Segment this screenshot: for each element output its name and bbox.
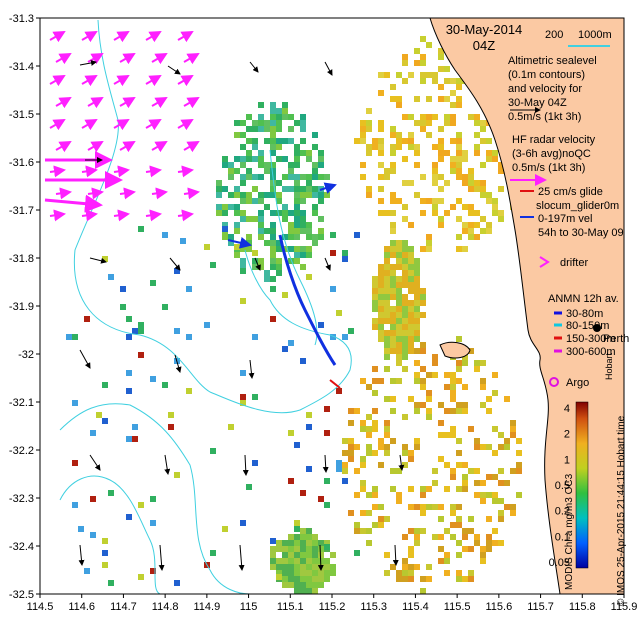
x-tick-label: 115.4 [402, 601, 429, 613]
altimetry-vectors [78, 59, 405, 571]
x-axis: 114.5 114.6 114.7 114.8 114.9 115 115.1 115.2 11… [27, 594, 638, 613]
y-tick-label: -31.5 [9, 109, 34, 121]
svg-text:150-300m: 150-300m [566, 333, 616, 345]
y-tick-label: -31.9 [9, 301, 34, 313]
svg-text:0-197m vel: 0-197m vel [538, 213, 592, 225]
colorbar-title: MODIS Chl-a mg/m3 OC3 [564, 473, 575, 590]
credit-text: © IMOS 25-Apr-2015 21:44:15 Hobart time [616, 415, 627, 606]
hobart-label: Hobart [604, 352, 614, 380]
perth-marker [593, 324, 601, 332]
colorbar-tick-label: 0.2 [555, 506, 570, 518]
svg-text:and velocity for: and velocity for [508, 83, 582, 95]
y-tick-label: -31.8 [9, 253, 34, 265]
svg-text:Altimetric sealevel: Altimetric sealevel [508, 55, 597, 67]
argo-symbol [549, 377, 559, 387]
y-tick-label: -32.2 [9, 445, 34, 457]
y-tick-label: -31.7 [9, 205, 34, 217]
depth-contours [59, 19, 352, 595]
colorbar-tick-label: 2 [564, 429, 570, 441]
x-tick-label: 115.2 [319, 601, 346, 613]
colorbar-tick-label: 1 [564, 454, 570, 466]
colorbar [575, 401, 589, 569]
x-tick-label: 114.8 [152, 601, 179, 613]
y-tick-label: -31.3 [9, 13, 34, 25]
title-date: 30-May-2014 [446, 22, 523, 37]
svg-text:0.5m/s (1kt 3h): 0.5m/s (1kt 3h) [508, 111, 581, 123]
x-tick-label: 115.8 [569, 601, 596, 613]
svg-text:(3-6h avg)noQC: (3-6h avg)noQC [512, 148, 591, 160]
y-tick-label: -32.1 [9, 397, 34, 409]
legend-argo: Argo [566, 377, 589, 389]
x-tick-label: 115.9 [611, 601, 638, 613]
x-tick-label: 115.5 [444, 601, 471, 613]
x-tick-label: 115.6 [485, 601, 512, 613]
svg-text:0.5m/s (1kt 3h): 0.5m/s (1kt 3h) [512, 162, 585, 174]
legend-glider: 25 cm/s glide slocum_glider0m 0-197m vel… [520, 186, 624, 239]
y-tick-label: -31.6 [9, 157, 34, 169]
svg-text:ANMN 12h av.: ANMN 12h av. [548, 293, 619, 305]
scale-label: 200 [545, 29, 563, 41]
svg-text:(0.1m contours): (0.1m contours) [508, 69, 585, 81]
title-time: 04Z [473, 38, 495, 53]
svg-text:30-80m: 30-80m [566, 308, 603, 320]
svg-text:54h to 30-May 09: 54h to 30-May 09 [538, 227, 624, 239]
legend-anmn: ANMN 12h av. 30-80m 80-150m 150-300m 300… [548, 293, 619, 358]
x-tick-label: 115 [240, 601, 258, 613]
perth-label: Perth [603, 333, 629, 345]
y-tick-label: -32.3 [9, 493, 34, 505]
svg-text:slocum_glider0m: slocum_glider0m [536, 200, 619, 212]
legend-hf-radar: HF radar velocity (3-6h avg)noQC 0.5m/s … [510, 134, 596, 186]
x-tick-label: 114.7 [110, 601, 137, 613]
svg-text:300-600m: 300-600m [566, 346, 616, 358]
island [439, 341, 471, 359]
chlorophyll-layer [66, 30, 528, 594]
svg-text:80-150m: 80-150m [566, 320, 609, 332]
legend-altimetric: Altimetric sealevel (0.1m contours) and … [508, 55, 597, 123]
x-tick-label: 114.5 [27, 601, 54, 613]
scale-units: 1000m [578, 29, 612, 41]
svg-text:25 cm/s glide: 25 cm/s glide [538, 186, 603, 198]
colorbar-tick-label: 0.5 [555, 480, 570, 492]
colorbar-tick-label: 0.05 [549, 557, 570, 569]
colorbar-tick-label: 0.1 [555, 531, 570, 543]
colorbar-ticks: 4 2 1 0.5 0.2 0.1 0.05 [549, 403, 570, 569]
colorbar-tick-label: 4 [564, 403, 570, 415]
x-tick-label: 114.6 [68, 601, 95, 613]
y-axis: -31.3 -31.4 -31.5 -31.6 -31.7 -31.8 -31.9 -32 -3… [9, 13, 40, 601]
x-tick-label: 114.9 [193, 601, 220, 613]
y-tick-label: -32.5 [9, 589, 34, 601]
svg-text:HF radar velocity: HF radar velocity [512, 134, 596, 146]
land-coastline [429, 17, 625, 595]
x-tick-label: 115.7 [527, 601, 554, 613]
hf-radar-vectors [44, 31, 200, 222]
x-tick-label: 115.1 [277, 601, 304, 613]
x-tick-label: 115.3 [360, 601, 387, 613]
glider-track [278, 234, 337, 366]
legend-drifter: drifter [560, 257, 588, 269]
y-tick-label: -31.4 [9, 61, 34, 73]
y-tick-label: -32.4 [9, 541, 34, 553]
y-tick-label: -32 [18, 349, 34, 361]
svg-text:30-May 04Z: 30-May 04Z [508, 97, 567, 109]
